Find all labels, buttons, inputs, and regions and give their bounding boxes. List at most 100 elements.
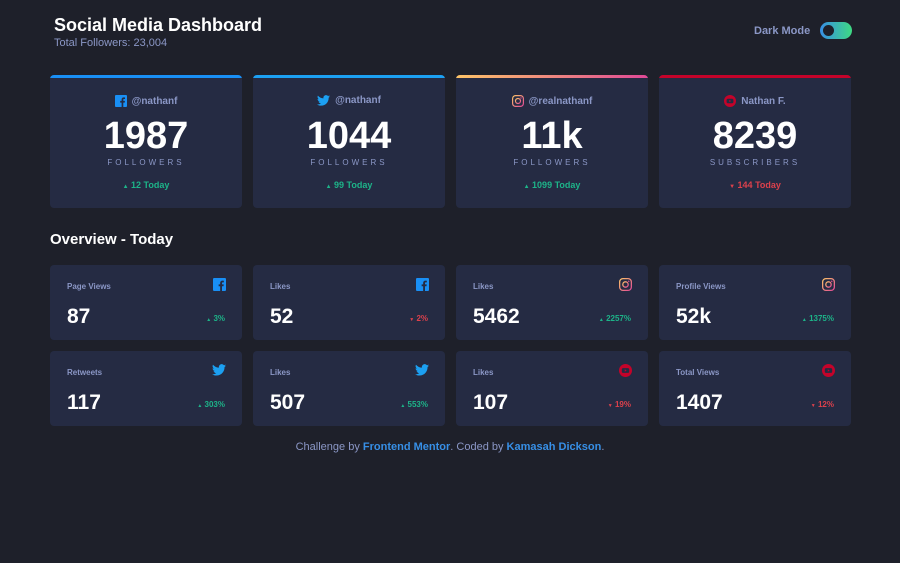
card-accent-bar [456,75,648,78]
overview-pct: 2% [416,314,428,323]
youtube-icon [724,95,737,107]
overview-card[interactable]: Likes 5462 ▲ 2257% [456,265,648,340]
footer-suffix: . [601,441,605,453]
twitter-icon [212,364,226,376]
facebook-icon [416,278,429,291]
arrow-down-icon: ▼ [607,403,613,409]
overview-label: Likes [270,368,291,377]
card-change-text: 1099 Today [532,180,581,190]
frontend-mentor-link[interactable]: Frontend Mentor [362,441,451,453]
card-change: ▲ 1099 Today [456,180,648,190]
overview-card[interactable]: Likes 507 ▲ 553% [253,351,445,426]
overview-change: ▲ 2257% [599,314,631,323]
card-handle: Nathan F. [659,95,851,107]
youtube-icon [822,364,835,377]
arrow-up-icon: ▲ [801,317,807,323]
overview-label: Page Views [67,282,111,291]
facebook-icon [114,95,127,107]
author-link[interactable]: Kamasah Dickson [506,441,602,453]
twitter-icon [317,95,331,106]
overview-value: 1407 [676,391,723,414]
overview-value: 87 [67,305,91,328]
overview-value: 507 [270,391,306,414]
card-twitter[interactable]: @nathanf 1044 FOLLOWERS ▲ 99 Today [253,75,445,208]
overview-pct: 3% [213,314,225,323]
overview-label: Retweets [67,368,103,377]
toggle-knob [823,25,835,36]
card-change: ▲ 99 Today [253,180,445,190]
overview-value: 5462 [473,305,520,328]
overview-label: Likes [473,282,494,291]
overview-value: 117 [67,391,101,414]
footer-prefix: Challenge by [295,441,363,453]
overview-change: ▲ 303% [197,400,225,409]
page-header: Social Media Dashboard Total Followers: … [54,14,262,50]
overview-label: Likes [270,282,291,291]
overview-pct: 19% [614,400,631,409]
overview-change: ▲ 1375% [802,314,834,323]
card-change: ▲ 12 Today [50,180,242,190]
card-change-text: 12 Today [131,180,170,190]
card-unit: FOLLOWERS [107,158,185,167]
overview-card[interactable]: Retweets 117 ▲ 303% [50,351,242,426]
overview-change: ▼ 12% [811,400,834,409]
overview-value: 52 [270,305,294,328]
card-handle: @nathanf [50,95,242,107]
overview-label: Likes [473,368,494,377]
overview-value: 107 [473,391,509,414]
arrow-up-icon: ▲ [598,317,604,323]
overview-pct: 553% [407,400,428,409]
overview-change: ▼ 19% [608,400,631,409]
arrow-up-icon: ▲ [206,317,212,323]
facebook-icon [213,278,226,291]
card-unit: FOLLOWERS [513,158,591,167]
overview-title: Overview - Today [50,231,174,248]
arrow-up-icon: ▲ [197,403,203,409]
card-count: 11k [521,115,583,157]
overview-pct: 1375% [809,314,834,323]
card-handle-text: @nathanf [131,95,178,107]
card-count: 1044 [306,115,392,157]
instagram-icon [619,278,632,291]
youtube-icon [619,364,632,377]
footer-middle: . Coded by [450,441,507,453]
overview-card[interactable]: Likes 107 ▼ 19% [456,351,648,426]
overview-pct: 303% [204,400,225,409]
overview-card[interactable]: Likes 52 ▼ 2% [253,265,445,340]
arrow-down-icon: ▼ [729,184,736,190]
overview-card[interactable]: Page Views 87 ▲ 3% [50,265,242,340]
overview-label: Profile Views [676,282,726,291]
twitter-icon [415,364,429,376]
card-handle-text: @nathanf [335,95,381,106]
total-followers: Total Followers: 23,004 [54,37,168,49]
arrow-up-icon: ▲ [400,403,406,409]
overview-pct: 2257% [606,314,631,323]
overview-value: 52k [676,305,712,328]
dark-mode-label: Dark Mode [754,24,811,37]
card-accent-bar [50,75,242,78]
card-unit: SUBSCRIBERS [709,158,801,167]
arrow-up-icon: ▲ [122,184,129,190]
card-facebook[interactable]: @nathanf 1987 FOLLOWERS ▲ 12 Today [50,75,242,208]
overview-change: ▲ 553% [400,400,428,409]
card-handle: @realnathanf [456,95,648,107]
overview-card[interactable]: Profile Views 52k ▲ 1375% [659,265,851,340]
card-youtube[interactable]: Nathan F. 8239 SUBSCRIBERS ▼ 144 Today [659,75,851,208]
card-accent-bar [659,75,851,78]
arrow-up-icon: ▲ [325,184,332,190]
card-change: ▼ 144 Today [659,180,851,190]
overview-card[interactable]: Total Views 1407 ▼ 12% [659,351,851,426]
card-instagram[interactable]: @realnathanf 11k FOLLOWERS ▲ 1099 Today [456,75,648,208]
card-count: 8239 [712,115,798,157]
page-title: Social Media Dashboard [54,15,263,35]
card-accent-bar [253,75,445,78]
instagram-icon [511,95,524,107]
instagram-icon [822,278,835,291]
card-handle-text: @realnathanf [528,95,593,107]
arrow-down-icon: ▼ [409,317,415,323]
overview-change: ▼ 2% [409,314,428,323]
overview-change: ▲ 3% [206,314,225,323]
card-count: 1987 [103,115,189,157]
card-handle: @nathanf [253,95,445,106]
dark-mode-toggle[interactable] [820,22,853,39]
